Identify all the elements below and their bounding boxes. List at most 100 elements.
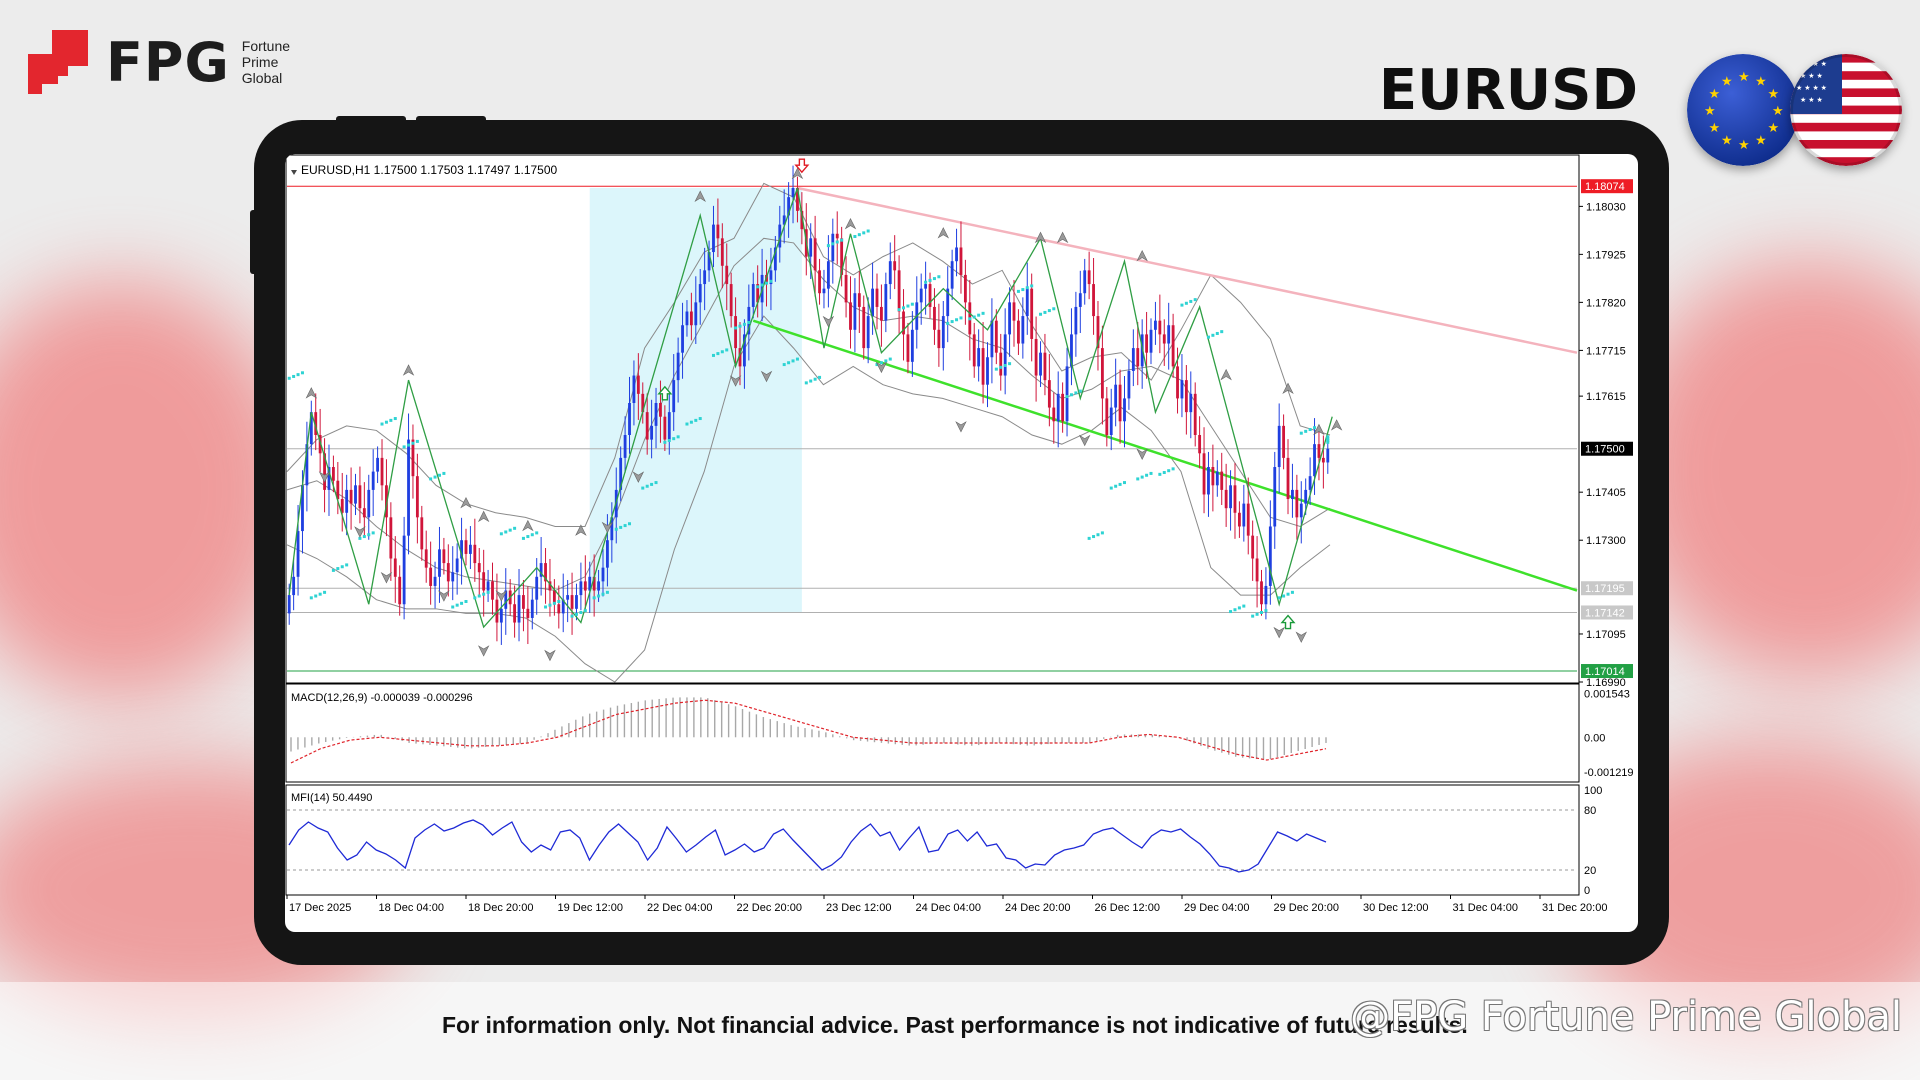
psar-dot [1290,590,1294,594]
footer-bar [0,982,1920,1080]
candle-body [1012,302,1016,321]
psar-dot [499,532,503,536]
fractal-up-icon [1220,368,1232,381]
psar-dot [309,596,313,600]
candle-body [716,224,720,239]
candle-body [1145,334,1149,353]
price-axis: 1.18030 1.17925 1.17820 1.17715 1.17615 1.174… [1579,201,1626,689]
disclaimer-text: For information only. Not financial advi… [442,1012,1468,1038]
psar-dot [1286,592,1290,596]
eu-star-icon: ★ [1772,103,1784,118]
candle-body [676,352,680,381]
fractal-up-icon [844,217,857,230]
candle-body [1162,334,1166,344]
fractal-up-icon [694,190,706,202]
psar-dot [1326,435,1330,439]
candle-body [986,357,989,385]
candle-body [963,274,967,303]
fractal-down-icon [875,361,888,374]
psar-dot [1313,426,1317,430]
candle-body [743,334,746,367]
psar-dot [654,481,658,485]
candle-body [1180,380,1184,399]
candle-body [522,595,525,609]
candle-body [1251,535,1255,559]
psar-dot [720,350,724,354]
psar-dot [1171,467,1175,471]
candle-body [301,485,304,532]
price-label-box [1581,605,1633,620]
psar-dot [756,285,760,289]
psar-dot [521,536,525,540]
psar-dot [526,535,530,539]
zigzag-line [288,187,1333,629]
psar-dot [994,367,998,371]
mfi-tick-label: 20 [1584,865,1596,877]
price-tick-label: 1.17300 [1586,535,1626,547]
psar-dot [433,475,437,479]
channel-lower-line [752,319,1578,592]
candle-body [349,489,353,504]
psar-dot [1193,298,1197,302]
psar-dot [804,381,808,385]
candle-body [999,352,1003,376]
psar-dot [672,437,676,441]
candle-body [1008,302,1012,335]
candle-body [371,471,375,490]
psar-dot [552,601,556,605]
psar-dot [1326,440,1330,444]
watermark-text: @FPG Fortune Prime Global [1350,994,1902,1040]
candle-body [1189,393,1193,413]
candle-body [1092,284,1095,317]
brand-sub-line: Global [241,70,283,86]
fractal-up-icon [1034,231,1047,244]
time-tick-label: 22 Dec 20:00 [737,902,802,914]
candle-body [468,544,472,554]
candle-body [1277,425,1281,468]
fractal-down-icon [318,471,331,483]
eu-star-icon: ★ [1767,120,1779,135]
fractal-down-icon [544,649,556,662]
candle-body [398,576,402,605]
brand-subtitle: Fortune Prime Global [242,38,290,86]
psar-dot [1047,309,1051,313]
candle-body [902,311,905,335]
psar-dot [1206,335,1210,339]
candle-body [747,306,751,335]
candle-body [1321,457,1325,463]
candle-body [773,247,777,271]
psar-dot [605,590,609,594]
candle-body [893,261,897,271]
psar-dot [835,240,839,244]
mfi-pane-frame [285,784,1580,896]
psar-dot [530,533,534,537]
candle-body [455,558,459,573]
price-label-text: 1.17195 [1585,583,1625,595]
psar-dot [1308,428,1312,432]
price-tick-label: 1.17820 [1586,297,1626,309]
candle-body [681,325,684,353]
psar-dot [795,357,799,361]
psar-dot [437,473,441,477]
fractal-down-icon [1295,631,1307,643]
candle-body [544,563,547,582]
candle-body [513,604,517,623]
candle-body [813,238,817,271]
fractal-up-icon [575,524,587,536]
candle-body [928,284,932,307]
time-tick-label: 26 Dec 12:00 [1095,902,1160,914]
buy-arrow-icon [1280,614,1296,630]
psar-dot [791,359,795,363]
candle-body [826,261,830,289]
psar-dot [689,420,693,424]
fractal-down-icon [477,645,490,657]
candle-body [1233,485,1237,513]
candle-body [464,540,468,554]
psar-dot [407,443,411,447]
macd-tick-label: 0.001543 [1584,688,1630,700]
candle-body [287,595,291,614]
candle-body [1118,384,1122,422]
psar-dot [694,418,698,422]
fractal-down-icon [760,370,773,383]
time-axis: 17 Dec 2025 18 Dec 04:00 18 Dec 20:00 19 De… [286,895,1607,914]
